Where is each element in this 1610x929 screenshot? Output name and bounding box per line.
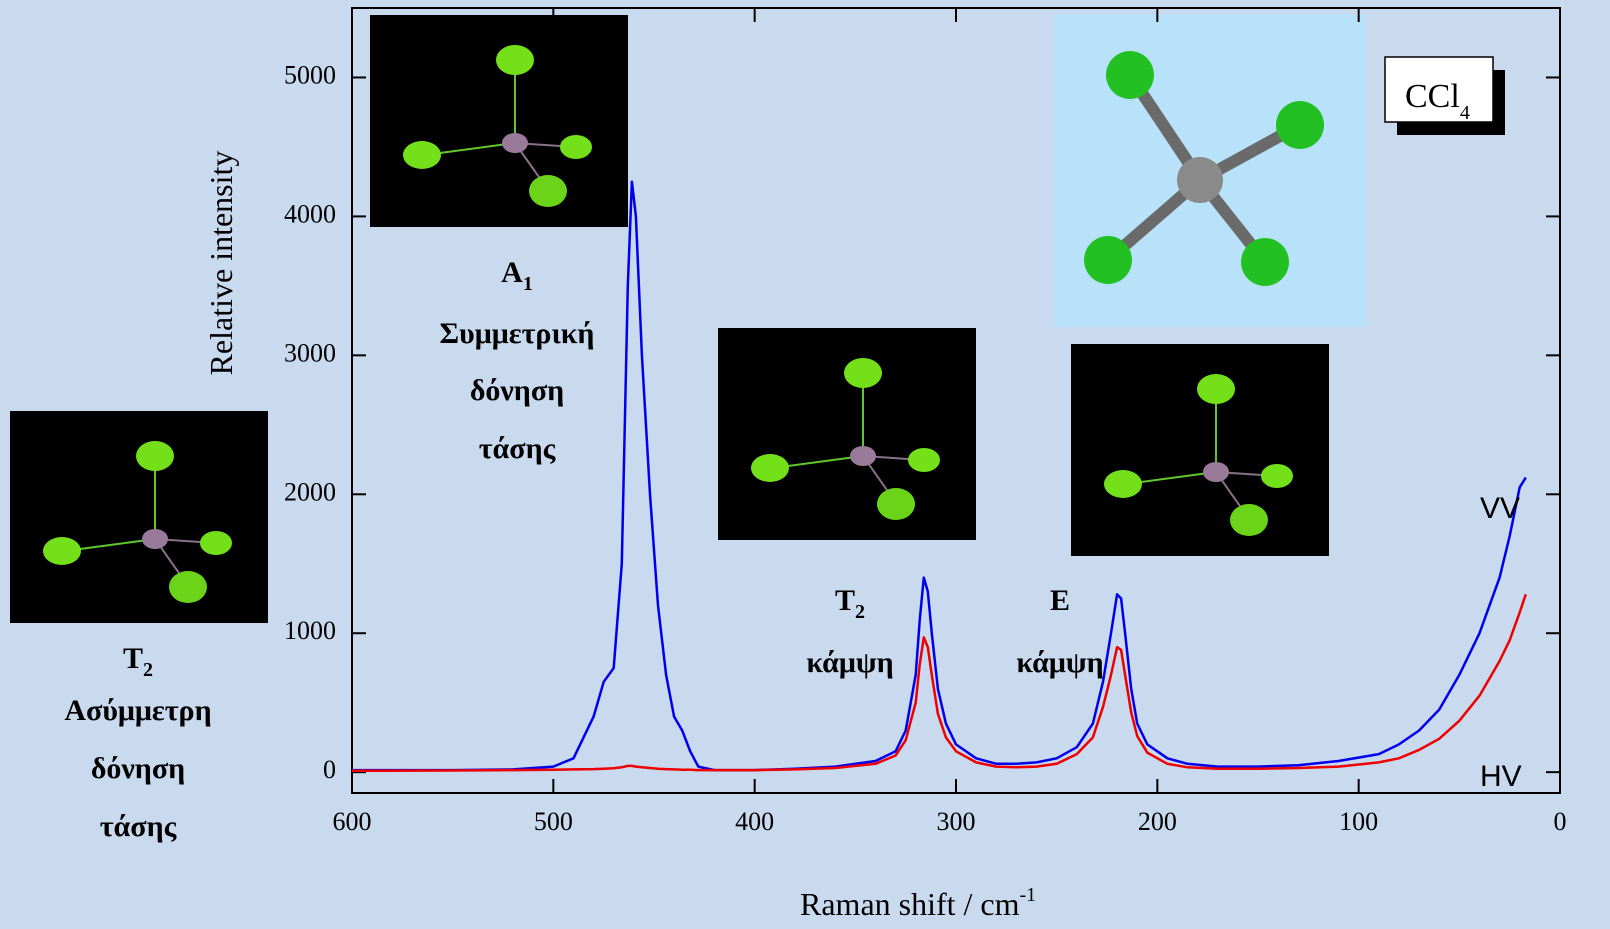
y-tick-label: 4000 xyxy=(284,199,336,228)
y-tick-label: 0 xyxy=(323,755,336,784)
x-tick-label: 0 xyxy=(1554,807,1567,836)
annotation-line: κάμψη xyxy=(806,646,893,679)
x-axis-title-sup: -1 xyxy=(1020,884,1037,906)
annotation-symbol-text: T xyxy=(123,642,143,675)
annotation-line: τάσης xyxy=(100,810,177,843)
x-tick-label: 400 xyxy=(735,807,774,836)
chart: 0100020003000400050006005004003002001000… xyxy=(0,0,1610,929)
x-tick-label: 500 xyxy=(534,807,573,836)
annotation-subscript: 2 xyxy=(143,659,153,681)
annotation-symbol: E xyxy=(1050,584,1070,617)
annotation-line: Ασύμμετρη xyxy=(64,694,211,727)
ccl4-model xyxy=(1054,14,1366,327)
annotation-line: Συμμετρική xyxy=(440,317,595,350)
x-axis-title-text: Raman shift / cm xyxy=(800,886,1020,922)
formula-text: CCl xyxy=(1405,78,1460,115)
x-axis-title: Raman shift / cm-1 xyxy=(800,884,1036,922)
y-axis-title: Relative intensity xyxy=(203,151,239,376)
annotation-symbol: T2 xyxy=(835,584,865,623)
page: {"chart_data": {"type": "line", "x_label… xyxy=(0,0,1610,929)
annotation-symbol: A1 xyxy=(501,256,533,295)
series-line xyxy=(352,594,1526,771)
annotation-symbol-text: E xyxy=(1050,584,1070,617)
x-tick-label: 600 xyxy=(333,807,372,836)
x-tick-label: 200 xyxy=(1138,807,1177,836)
annotation-line: τάσης xyxy=(479,432,556,465)
y-tick-label: 1000 xyxy=(284,616,336,645)
annotation-symbol-text: A xyxy=(501,256,523,289)
y-tick-label: 3000 xyxy=(284,338,336,367)
annotation-subscript: 2 xyxy=(855,601,865,623)
annotation-line: δόνηση xyxy=(470,374,564,407)
y-tick-label: 5000 xyxy=(284,60,336,89)
annotation-line: κάμψη xyxy=(1016,646,1103,679)
annotation-symbol: T2 xyxy=(123,642,153,681)
formula-sub: 4 xyxy=(1460,102,1470,124)
x-tick-label: 300 xyxy=(937,807,976,836)
series-label: HV xyxy=(1480,760,1522,793)
series-label: VV xyxy=(1480,492,1520,525)
annotation-subscript: 1 xyxy=(523,273,533,295)
annotation-line: δόνηση xyxy=(91,752,185,785)
y-tick-label: 2000 xyxy=(284,477,336,506)
x-tick-label: 100 xyxy=(1339,807,1378,836)
annotation-symbol-text: T xyxy=(835,584,855,617)
